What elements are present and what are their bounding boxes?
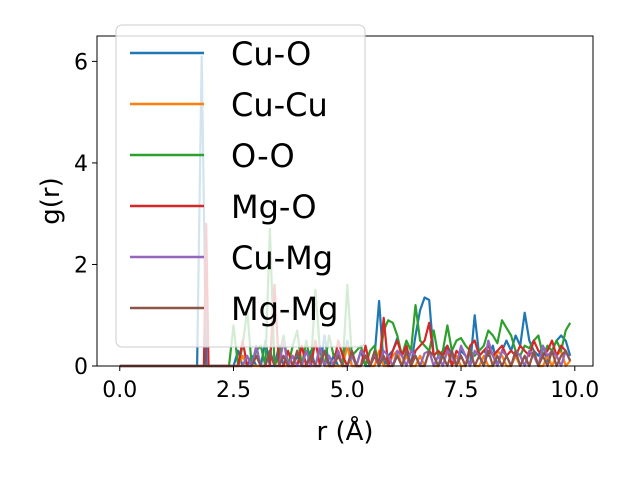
- x-tick-label: 0.0: [102, 378, 137, 403]
- x-tick-label: 10.0: [550, 378, 599, 403]
- legend-label-mg-mg: Mg-Mg: [231, 290, 338, 328]
- y-tick-label: 0: [74, 355, 88, 380]
- legend: Cu-O Cu-Cu O-O Mg-O Cu-Mg Mg-Mg: [115, 24, 366, 348]
- legend-label-cu-cu: Cu-Cu: [231, 86, 328, 124]
- x-tick-label: 2.5: [216, 378, 251, 403]
- legend-items: Cu-O Cu-Cu O-O Mg-O Cu-Mg Mg-Mg: [130, 35, 338, 328]
- legend-label-cu-o: Cu-O: [231, 35, 311, 73]
- y-tick-label: 4: [74, 152, 88, 177]
- x-axis-label: r (Å): [316, 415, 373, 447]
- legend-label-mg-o: Mg-O: [231, 188, 317, 226]
- x-tick-label: 7.5: [444, 378, 479, 403]
- x-axis-ticks: 0.0 2.5 5.0 7.5 10.0: [102, 366, 599, 403]
- y-tick-label: 6: [74, 50, 88, 75]
- legend-box: [115, 24, 366, 348]
- x-tick-label: 5.0: [330, 378, 365, 403]
- legend-label-cu-mg: Cu-Mg: [231, 239, 333, 277]
- legend-label-o-o: O-O: [231, 137, 295, 175]
- y-axis-ticks: 0 2 4 6: [74, 50, 97, 380]
- series-line-mg-mg: [119, 349, 572, 368]
- y-axis-label: g(r): [36, 177, 66, 224]
- y-tick-label: 2: [74, 253, 88, 278]
